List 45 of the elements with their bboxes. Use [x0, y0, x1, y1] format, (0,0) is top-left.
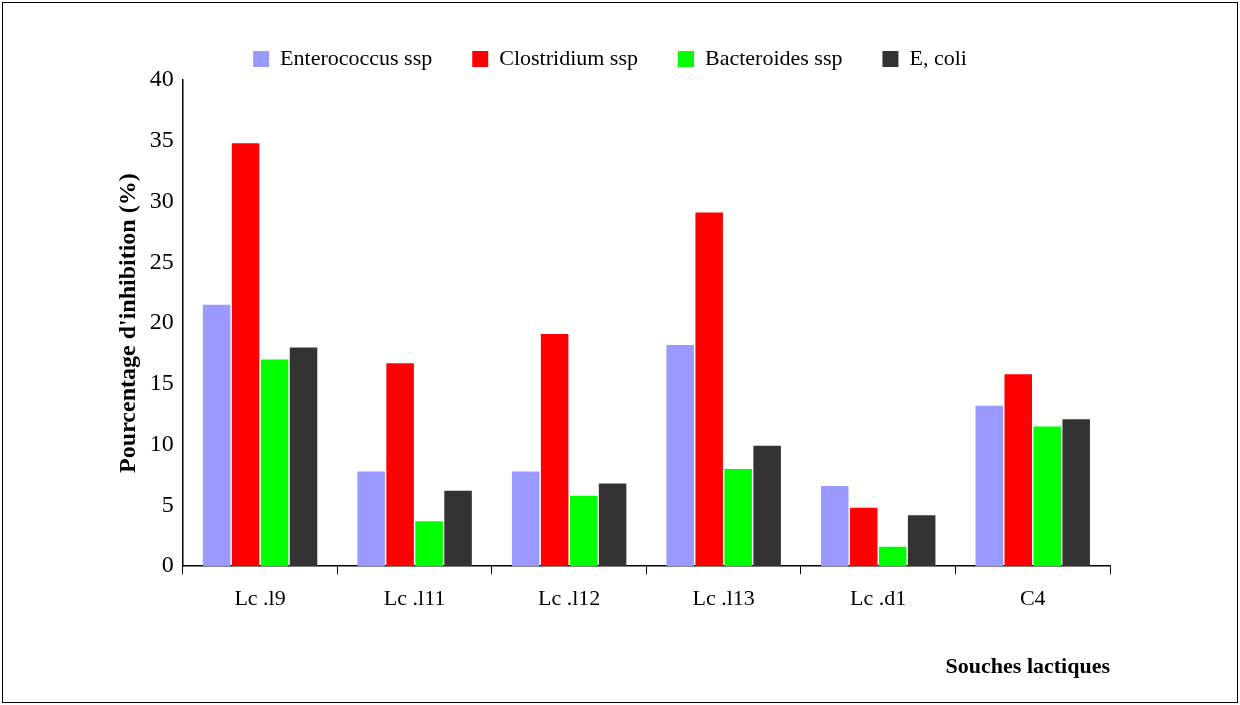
x-tick-label: Lc .d1: [850, 585, 907, 611]
bar: [1004, 374, 1033, 567]
bar: [1033, 426, 1061, 567]
bar: [695, 212, 723, 567]
bar: [975, 405, 1004, 567]
bar: [878, 546, 907, 567]
x-tick-label: Lc .l13: [692, 585, 755, 611]
bar: [724, 468, 752, 567]
legend-label: Bacteroides ssp: [704, 44, 843, 70]
y-tick-label: 5: [161, 490, 174, 517]
bar: [849, 507, 878, 567]
bar: [386, 363, 414, 567]
bar: [569, 495, 598, 567]
y-tick-label: 30: [149, 186, 174, 213]
y-tick-label: 40: [149, 65, 174, 92]
y-tick-label: 25: [149, 247, 174, 274]
bar: [598, 483, 627, 567]
bar: [1062, 419, 1090, 567]
bar: [753, 445, 781, 567]
x-axis-title: Souches lactiques: [945, 653, 1111, 679]
legend-label: Clostridium ssp: [499, 44, 638, 70]
bar: [511, 471, 540, 567]
y-tick-label: 0: [161, 551, 174, 578]
bar: [666, 344, 694, 567]
legend-label: E, coli: [909, 44, 967, 70]
bar: [444, 490, 472, 567]
y-axis-title: Pourcentage d'inhibition (%): [113, 173, 140, 473]
y-tick-label: 20: [149, 308, 174, 335]
bar: [820, 485, 849, 567]
y-tick-label: 35: [149, 126, 174, 153]
bar: [540, 334, 569, 567]
x-tick-label: C4: [1019, 585, 1046, 611]
bar: [907, 515, 936, 567]
bar: [231, 143, 260, 567]
bar: [415, 521, 443, 567]
y-tick-label: 15: [149, 369, 174, 396]
y-tick-label: 10: [149, 429, 174, 456]
bar: [260, 359, 289, 567]
bar: [357, 471, 385, 567]
x-tick-label: Lc .l12: [537, 585, 601, 611]
legend-label: Enterococcus ssp: [280, 44, 433, 70]
x-tick-label: Lc .l9: [234, 585, 286, 611]
x-tick-label: Lc .l11: [383, 585, 446, 611]
bar: [202, 304, 231, 567]
bar: [289, 347, 318, 567]
